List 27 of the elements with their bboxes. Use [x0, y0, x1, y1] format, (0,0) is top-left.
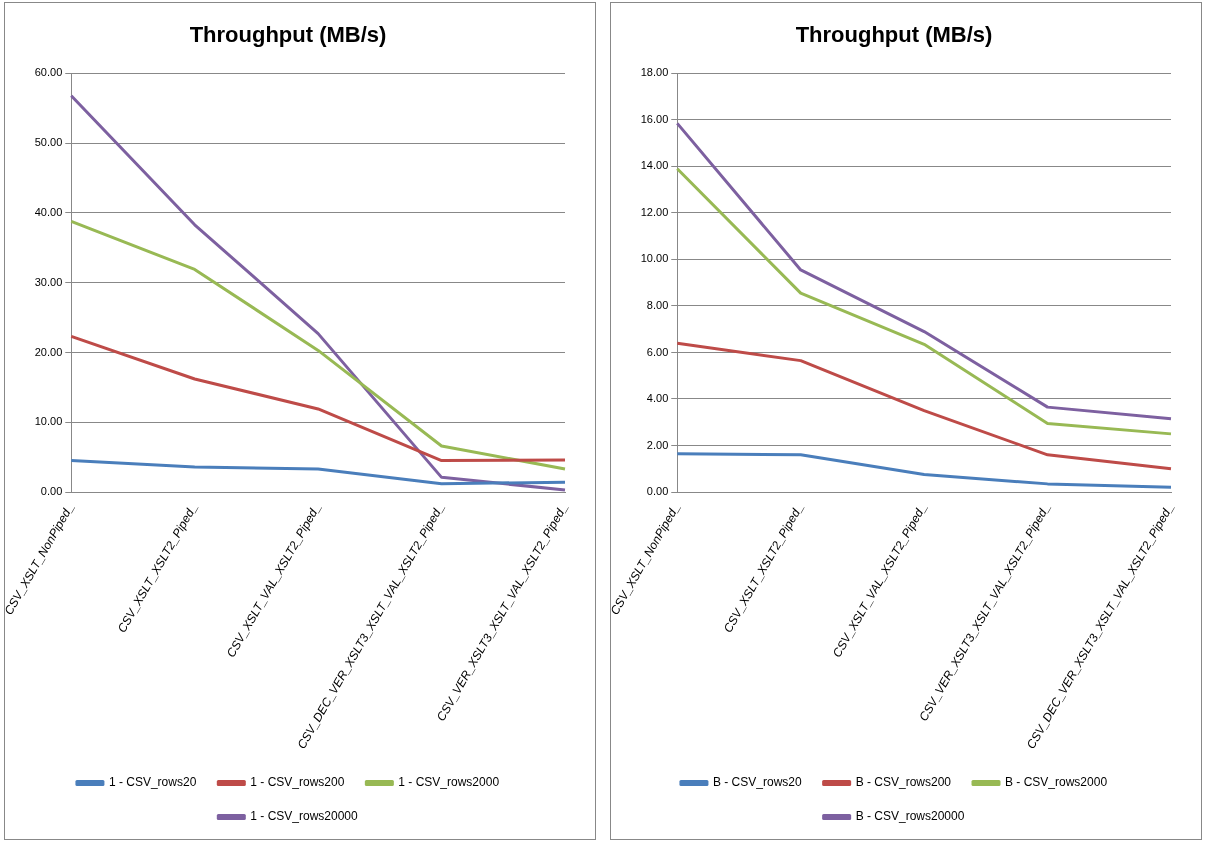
- legend-label: B - CSV_rows2000: [1005, 775, 1108, 790]
- y-tick-label: 2.00: [646, 438, 669, 451]
- y-tick-label: 30.00: [34, 275, 63, 288]
- y-tick-label: 0.00: [40, 485, 63, 498]
- legend-label: B - CSV_rows20000: [855, 809, 965, 824]
- y-tick-label: 4.00: [646, 392, 669, 405]
- y-tick-label: 8.00: [646, 299, 669, 311]
- y-tick-label: 6.00: [646, 345, 669, 358]
- y-tick-label: 18.00: [640, 66, 669, 79]
- y-tick-label: 12.00: [640, 205, 669, 218]
- chart-title: Throughput (MB/s): [189, 22, 387, 48]
- y-tick-label: 14.00: [640, 159, 669, 172]
- chart-title: Throughput (MB/s): [795, 22, 993, 48]
- legend-label: 1 - CSV_rows20: [108, 775, 197, 790]
- y-tick-label: 40.00: [34, 205, 63, 218]
- y-tick-label: 20.00: [34, 345, 63, 358]
- y-tick-label: 60.00: [34, 66, 63, 79]
- y-tick-label: 16.00: [640, 112, 669, 125]
- legend-label: B - CSV_rows200: [855, 775, 952, 790]
- legend-label: B - CSV_rows20: [712, 775, 802, 790]
- y-tick-label: 10.00: [34, 415, 63, 428]
- legend-label: 1 - CSV_rows2000: [398, 775, 500, 790]
- legend-label: 1 - CSV_rows20000: [250, 809, 359, 824]
- legend-label: 1 - CSV_rows200: [250, 775, 345, 790]
- y-tick-label: 50.00: [34, 136, 63, 149]
- y-tick-label: 10.00: [640, 252, 669, 265]
- y-tick-label: 0.00: [646, 485, 669, 498]
